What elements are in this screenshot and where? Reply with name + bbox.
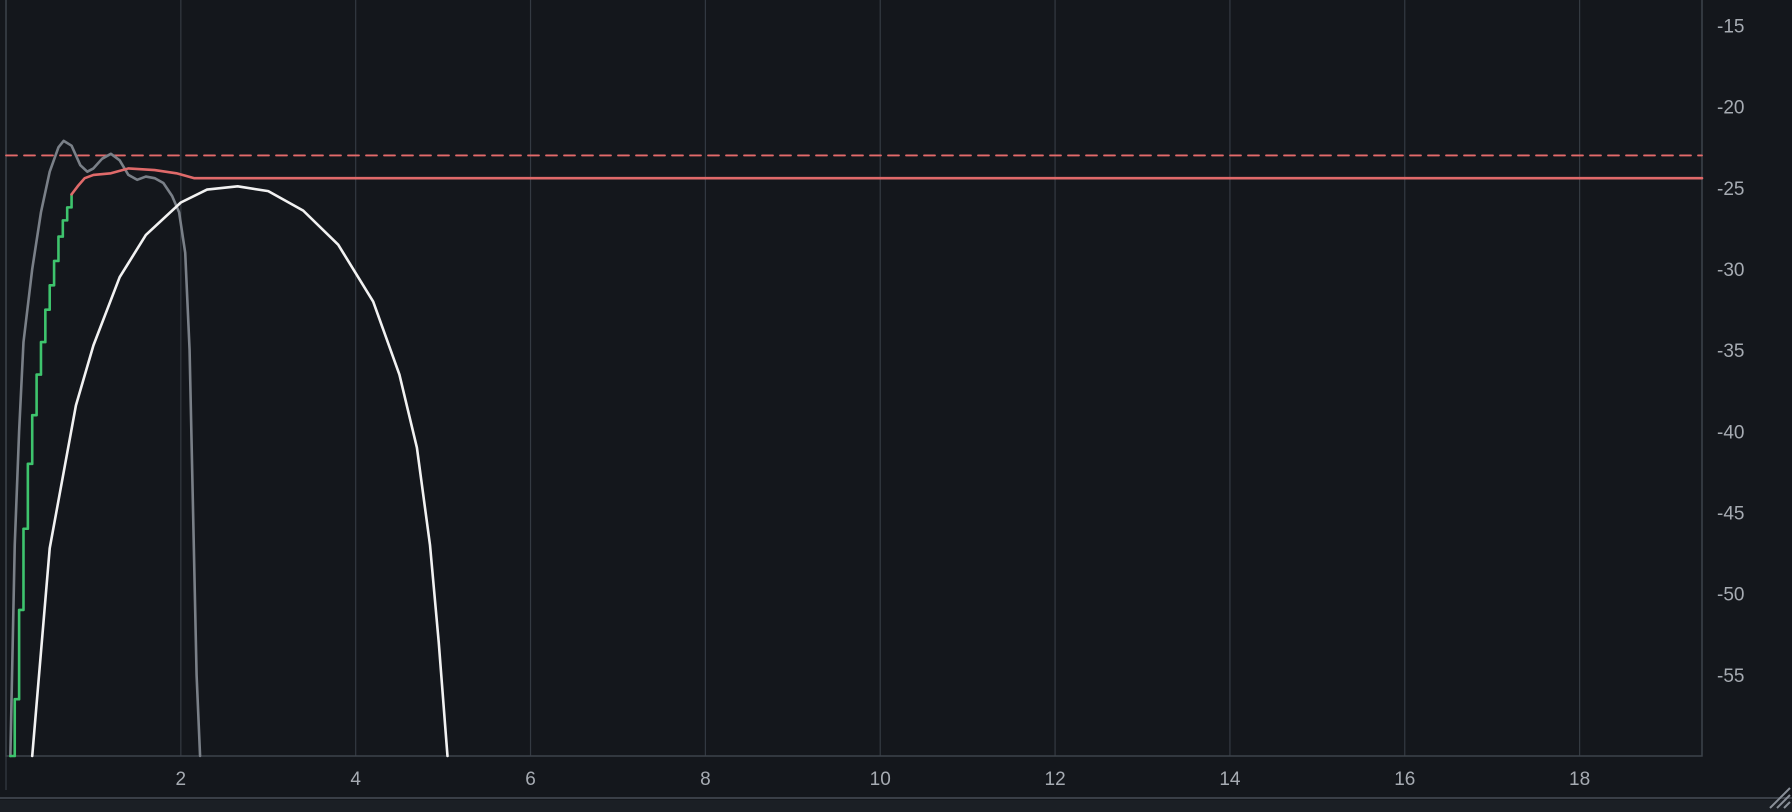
x-tick-label: 8 <box>700 769 711 790</box>
y-tick-label: -35 <box>1717 341 1744 362</box>
y-tick-label: -55 <box>1717 666 1744 687</box>
bottom-strip <box>0 800 1792 812</box>
y-tick-label: -40 <box>1717 422 1744 443</box>
series-line-4 <box>30 184 449 758</box>
y-tick-label: -50 <box>1717 585 1744 606</box>
x-tick-label: 18 <box>1569 769 1590 790</box>
y-tick-label: -20 <box>1717 98 1744 119</box>
x-axis-tick-labels: 2 4 6 8 10 12 14 16 18 <box>176 769 1591 790</box>
series-line-2 <box>9 193 73 758</box>
plot-frame <box>5 0 1703 757</box>
y-tick-label: -15 <box>1717 17 1744 38</box>
x-tick-label: 4 <box>350 769 361 790</box>
x-tick-label: 2 <box>176 769 187 790</box>
x-tick-label: 10 <box>870 769 891 790</box>
x-tick-label: 16 <box>1394 769 1415 790</box>
resize-grip-icon[interactable] <box>1769 787 1791 809</box>
y-axis-tick-labels: -15 -20 -25 -30 -35 -40 -45 -50 -55 <box>1717 17 1744 687</box>
y-tick-label: -30 <box>1717 260 1744 281</box>
y-tick-label: -25 <box>1717 179 1744 200</box>
y-tick-label: -45 <box>1717 504 1744 525</box>
x-tick-label: 6 <box>525 769 536 790</box>
series-line-1 <box>9 139 202 758</box>
series-line-3 <box>70 167 1704 196</box>
series-group <box>5 139 1704 758</box>
x-tick-label: 12 <box>1045 769 1066 790</box>
x-tick-label: 14 <box>1219 769 1241 790</box>
vertical-gridlines <box>180 0 1581 756</box>
